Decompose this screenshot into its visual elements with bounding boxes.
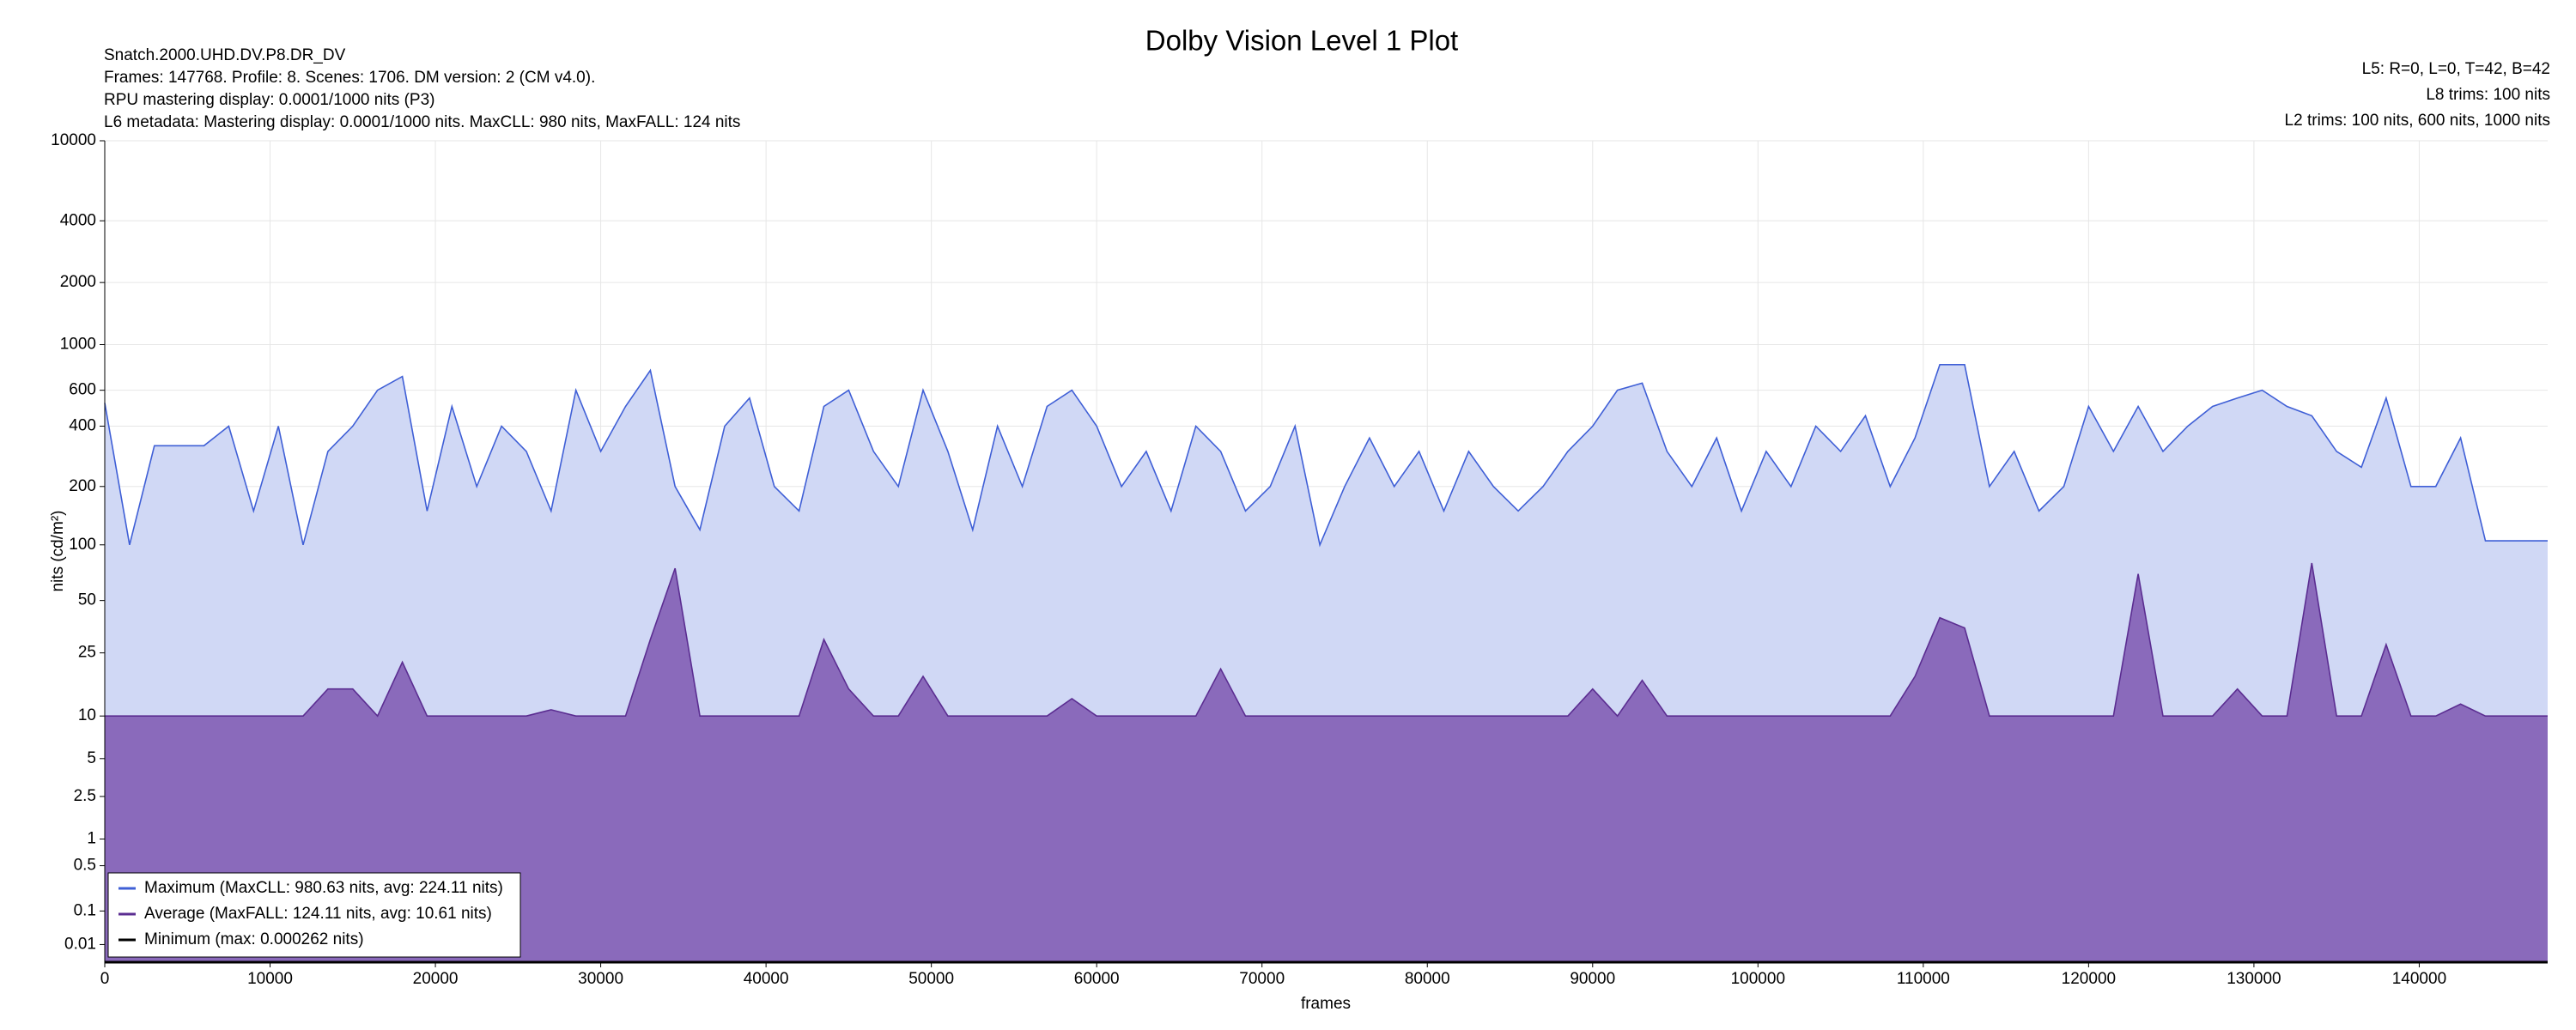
y-tick-label: 0.1 [74,901,96,919]
series-line [104,364,2548,548]
x-tick-label: 140000 [2392,970,2446,988]
header-right-line: L8 trims: 100 nits [2426,86,2550,104]
y-tick-label: 4000 [60,211,96,229]
y-tick-label: 100 [69,536,96,554]
x-tick-label: 90000 [1570,970,1615,988]
y-tick-label: 10 [78,706,96,724]
plot-area [104,364,2548,964]
area-fill [105,563,2548,962]
axes: 0.01 0.1 0.5 1 2.5 5 10 25 50 100 200 400 600 1000 200… [51,131,2548,988]
legend-label: Maximum (MaxCLL: 980.63 nits, avg: 224.1… [144,879,503,897]
y-tick-label: 1 [87,830,96,848]
legend-label: Average (MaxFALL: 124.11 nits, avg: 10.6… [144,905,492,923]
y-tick-label: 400 [69,416,96,434]
legend-box [107,872,521,958]
y-tick-label: 2000 [60,273,96,291]
y-tick-label: 50 [78,591,96,609]
x-tick-label: 80000 [1405,970,1450,988]
header-left-line: Snatch.2000.UHD.DV.P8.DR_DV [104,46,346,64]
header-left-line: RPU mastering display: 0.0001/1000 nits … [104,91,434,109]
y-tick-label: 10000 [51,131,96,149]
header-left-line: Frames: 147768. Profile: 8. Scenes: 1706… [104,69,595,87]
y-tick-label: 0.5 [74,857,96,875]
y-axis-label: nits (cd/m²) [49,511,67,592]
x-tick-label: 120000 [2062,970,2116,988]
x-tick-label: 60000 [1074,970,1120,988]
x-tick-label: 70000 [1239,970,1285,988]
chart-title: Dolby Vision Level 1 Plot [1145,25,1458,57]
y-tick-label: 200 [69,477,96,495]
legend: Maximum (MaxCLL: 980.63 nits, avg: 224.1… [107,872,521,958]
x-tick-label: 10000 [247,970,293,988]
y-tick-label: 0.01 [64,935,96,953]
y-tick-label: 1000 [60,336,96,354]
x-tick-label: 50000 [908,970,954,988]
y-tick-label: 600 [69,381,96,399]
x-tick-label: 30000 [578,970,623,988]
y-tick-label: 5 [87,749,96,767]
x-axis-label: frames [1301,995,1351,1013]
header-left-line: L6 metadata: Mastering display: 0.0001/1… [104,113,740,131]
x-tick-label: 40000 [744,970,789,988]
y-tick-label: 2.5 [74,787,96,805]
x-tick-label: 20000 [413,970,459,988]
legend-label: Minimum (max: 0.000262 nits) [144,930,364,948]
x-tick-label: 100000 [1731,970,1785,988]
x-tick-label: 0 [100,970,110,988]
header-right-line: L2 trims: 100 nits, 600 nits, 1000 nits [2285,112,2550,130]
series-line [105,562,2548,718]
header-right-line: L5: R=0, L=0, T=42, B=42 [2362,60,2550,78]
x-tick-label: 110000 [1897,970,1950,988]
x-tick-label: 130000 [2227,970,2281,988]
y-tick-label: 25 [78,644,96,662]
